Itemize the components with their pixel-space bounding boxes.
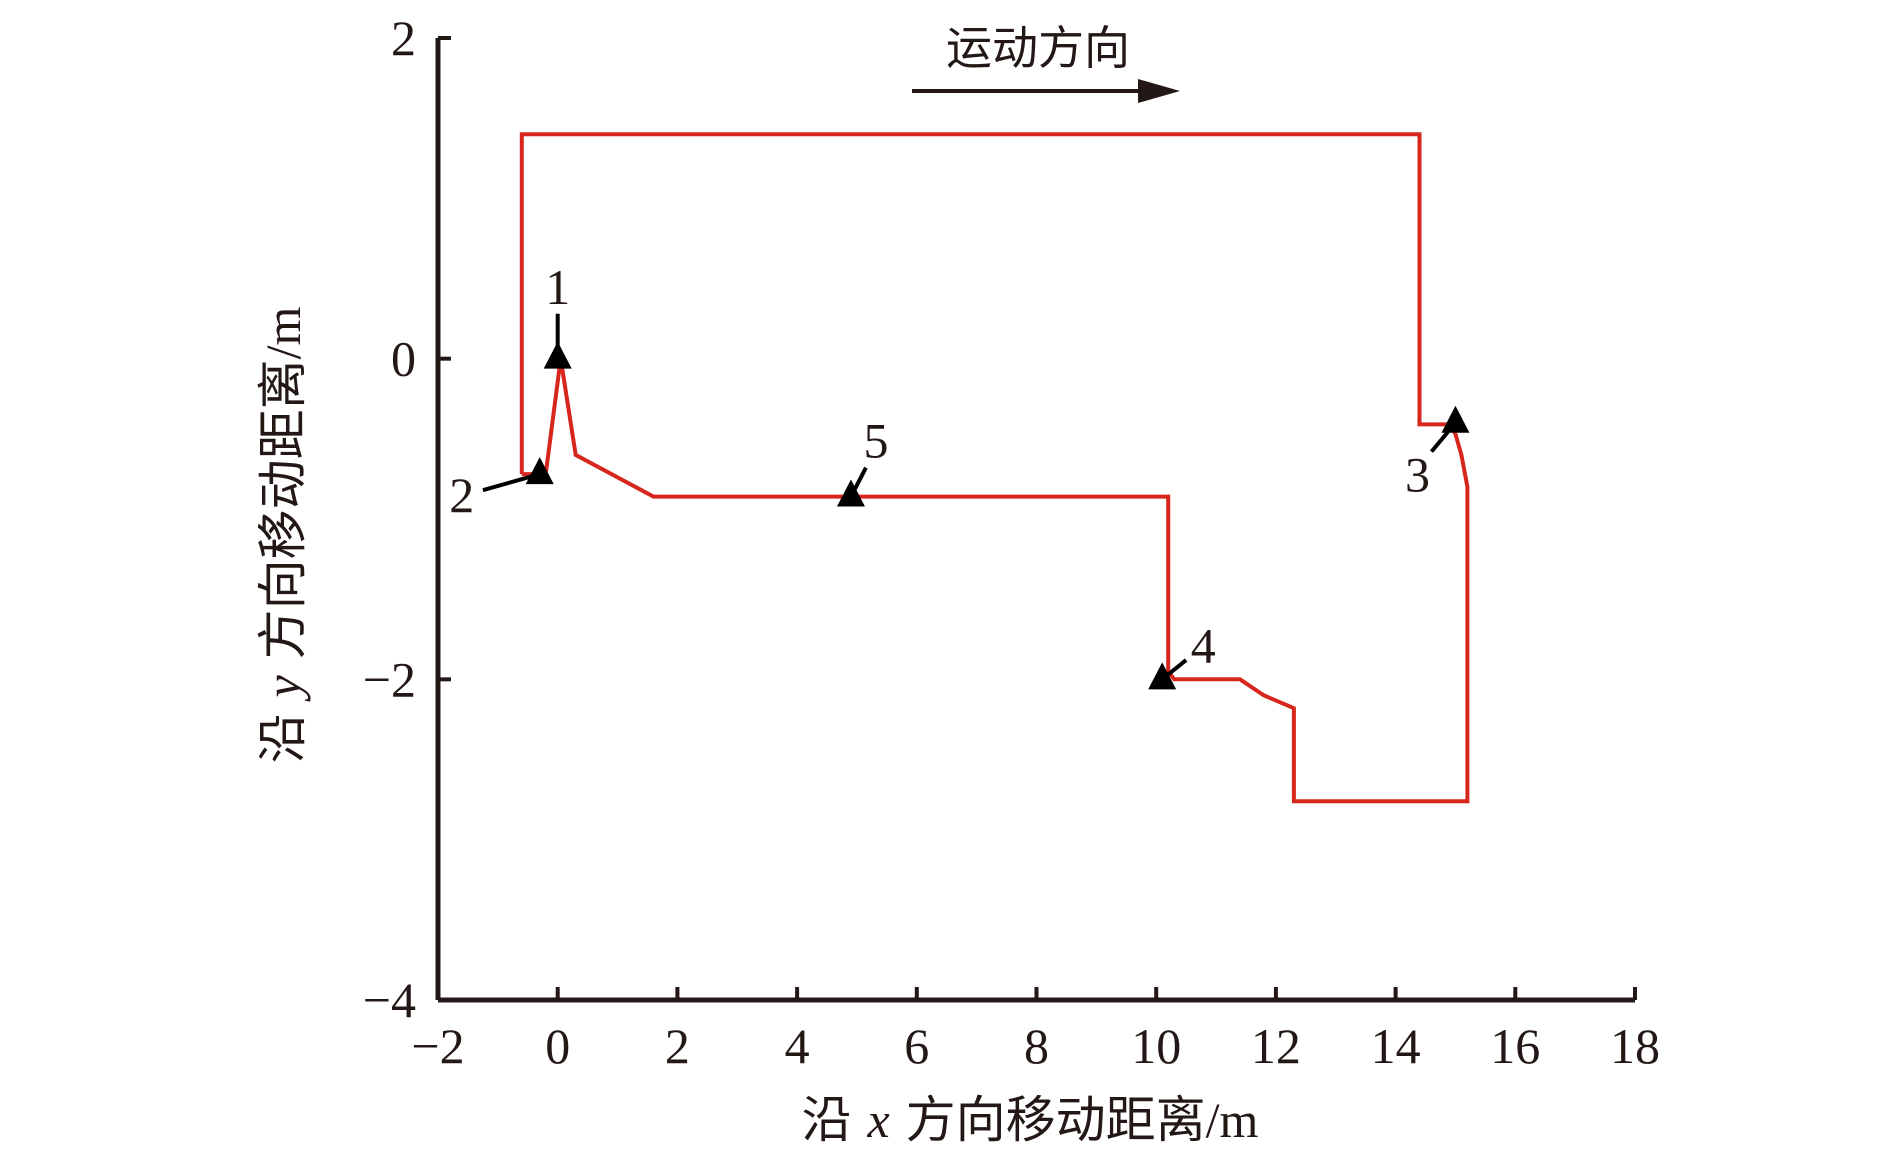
marker-3-triangle (1441, 405, 1470, 433)
y-axis-title-unit: /m (255, 306, 311, 359)
x-tick-label: 0 (545, 1018, 570, 1074)
x-tick-label: 4 (785, 1018, 810, 1074)
x-tick-label: 10 (1131, 1018, 1181, 1074)
marker-2-triangle (525, 457, 554, 485)
marker-4-triangle (1148, 662, 1177, 690)
x-axis-title-prefix: 沿 (802, 1091, 868, 1149)
x-axis-title-suffix: 方向移动距离 (890, 1091, 1206, 1149)
y-axis-title-prefix: 沿 (254, 698, 312, 764)
marker-2-label: 2 (449, 467, 474, 523)
x-tick-label: 8 (1024, 1018, 1049, 1074)
marker-5-triangle (836, 479, 865, 507)
direction-arrowhead (1138, 79, 1180, 103)
x-axis-title-var: x (867, 1092, 890, 1148)
x-tick-label: −2 (411, 1018, 464, 1074)
y-axis-title-var: y (255, 675, 311, 703)
x-axis-title: 沿 x 方向移动距离/m (802, 1091, 1259, 1149)
x-tick-label: 14 (1371, 1018, 1421, 1074)
direction-annotation: 运动方向 (912, 21, 1180, 103)
x-tick-label: 2 (665, 1018, 690, 1074)
x-tick-label: 6 (904, 1018, 929, 1074)
trajectory-line (519, 132, 1470, 804)
markers-layer: 1 2 3 4 5 (449, 259, 1470, 690)
y-tick-label: −2 (363, 651, 416, 707)
y-tick-label: −4 (363, 972, 416, 1028)
x-axis-title-unit: /m (1206, 1092, 1259, 1148)
y-tick-label: 0 (391, 331, 416, 387)
y-axis-title: 沿 y 方向移动距离/m (254, 306, 312, 763)
y-tick-label: 2 (391, 10, 416, 66)
series-layer (519, 132, 1470, 804)
x-tick-label: 12 (1251, 1018, 1301, 1074)
direction-annotation-label: 运动方向 (946, 21, 1130, 75)
y-axis-title-suffix: 方向移动距离 (254, 359, 312, 675)
marker-1-triangle (543, 341, 572, 369)
ticks: −2 0 2 4 6 8 10 12 14 16 18−4−202 (363, 10, 1660, 1074)
marker-3-label: 3 (1405, 447, 1430, 503)
marker-5-label: 5 (864, 413, 889, 469)
marker-4-label: 4 (1191, 617, 1216, 673)
x-tick-label: 18 (1610, 1018, 1660, 1074)
marker-1-label: 1 (545, 259, 570, 315)
axes (435, 38, 1635, 1003)
x-tick-label: 16 (1490, 1018, 1540, 1074)
